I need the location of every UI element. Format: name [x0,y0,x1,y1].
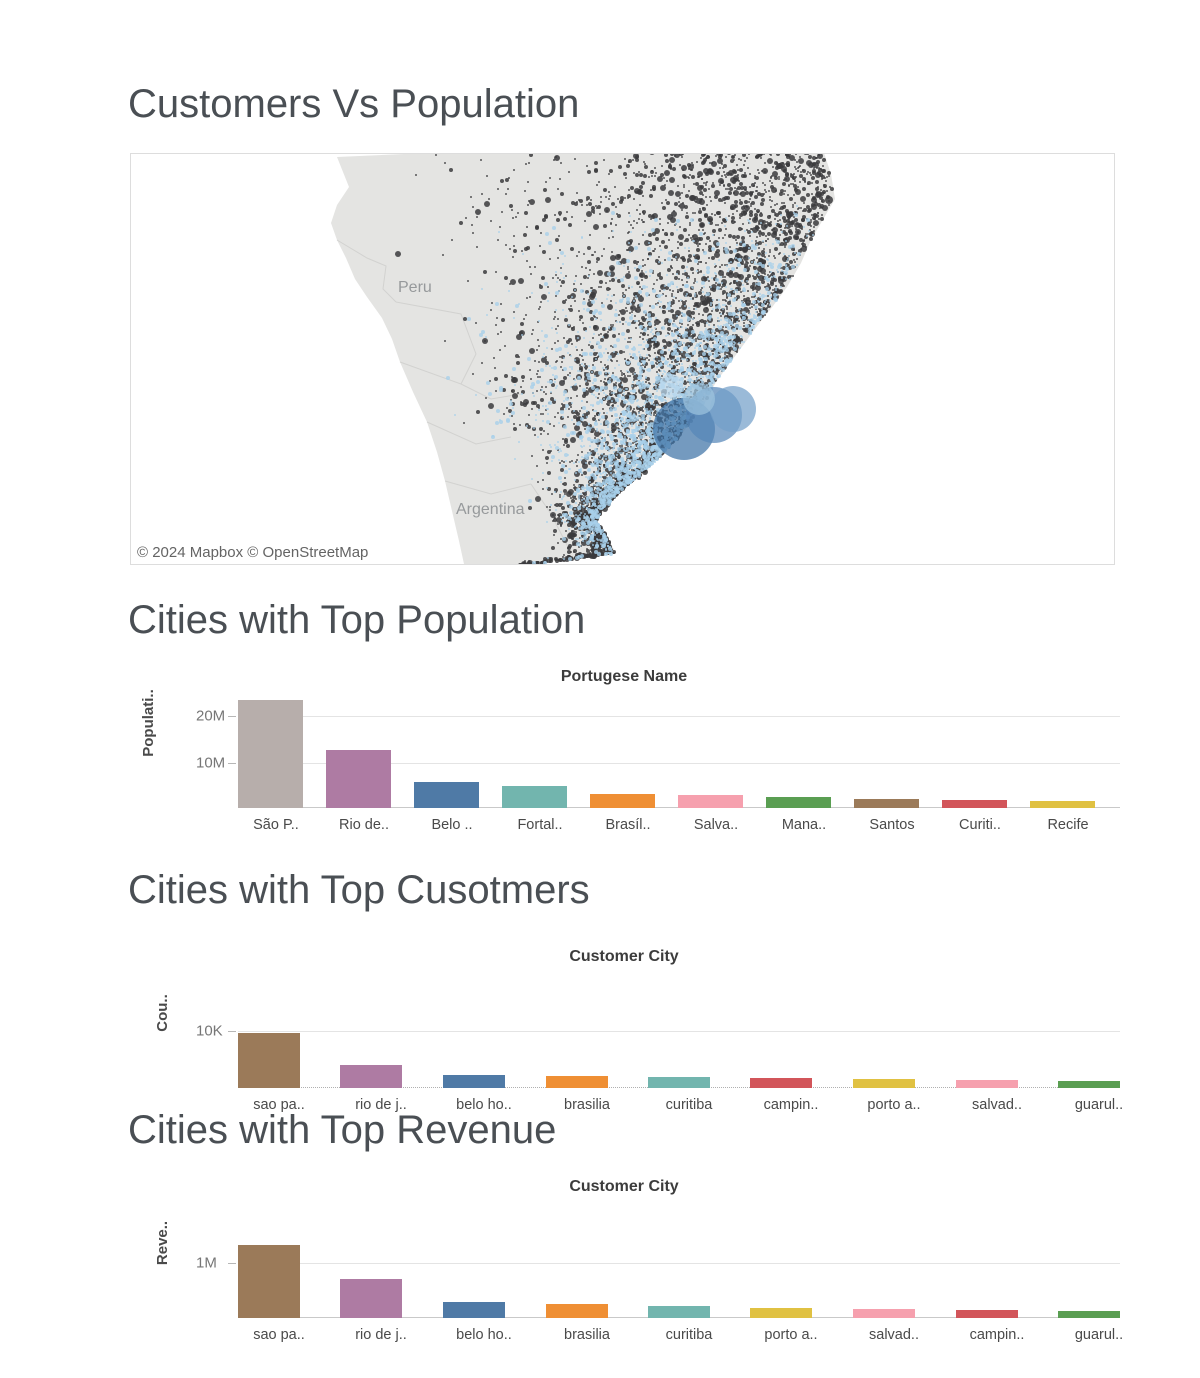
svg-text:Argentina: Argentina [456,501,525,518]
svg-text:Peru: Peru [398,279,432,296]
